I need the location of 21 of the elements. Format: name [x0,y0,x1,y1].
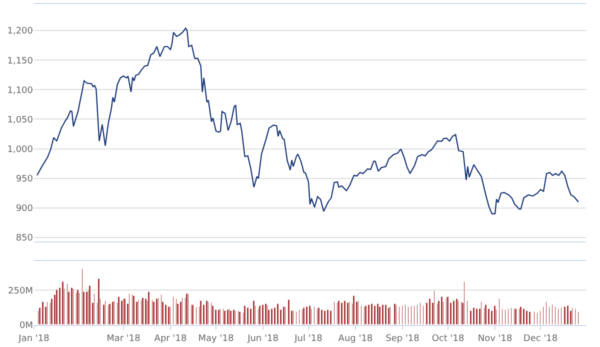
y-tick-label: 1,200 [7,26,34,37]
x-tick-label: Nov '18 [478,334,512,344]
x-tick-label: Jan '18 [18,334,50,344]
x-tick-label: Oct '18 [432,334,464,344]
y-tick-label: 1,100 [7,86,34,96]
y-tick-label: 1,050 [7,115,34,126]
x-tick-label: Jun '18 [246,334,279,344]
x-tick-label: Aug '18 [338,334,373,344]
y-tick-label: 1,000 [7,144,34,155]
x-tick-label: May '18 [198,334,234,344]
x-tick-label: Jul '18 [294,334,323,344]
x-tick-label: Dec '18 [523,334,558,344]
x-tick-label: Apr '18 [154,334,187,344]
x-tick-label: Mar '18 [106,334,141,344]
y-tick-label: 250M [8,286,33,296]
y-tick-label: 1,150 [7,56,34,66]
y-tick-label: 950 [16,174,34,184]
y-tick-label: 850 [16,234,34,244]
y-tick-label: 0M [20,321,33,332]
x-tick-label: Sep '18 [386,334,420,344]
y-tick-label: 900 [16,204,34,214]
